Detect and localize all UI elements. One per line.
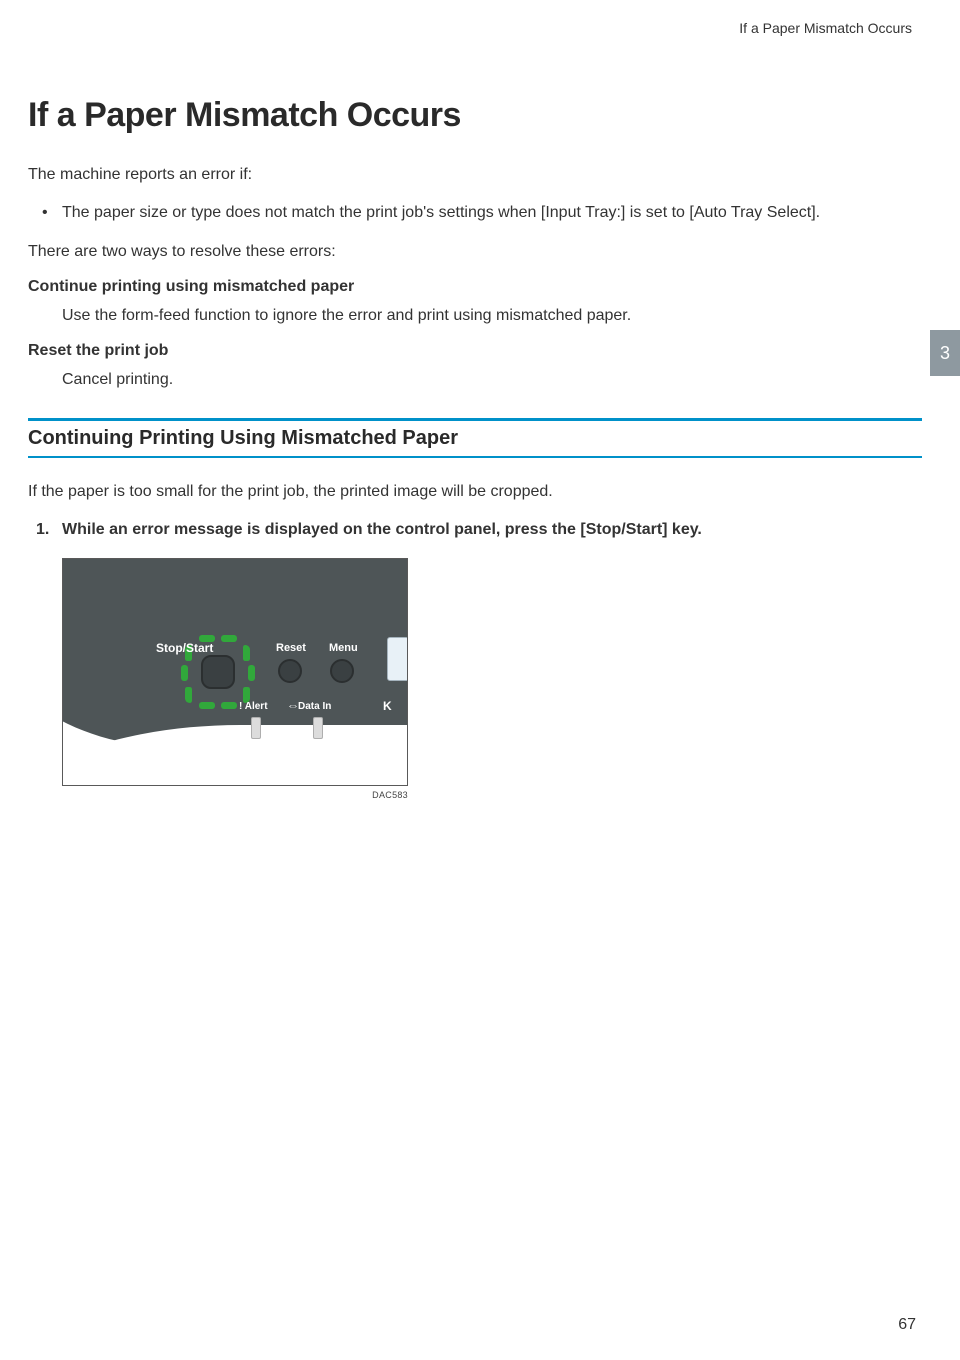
k-label: K [383,699,392,713]
stop-start-label: Stop/Start [156,641,213,655]
lcd-screen [387,637,408,681]
intro-text: The machine reports an error if: [28,163,922,187]
data-in-label: ⇔Data In [288,701,331,712]
step-item: While an error message is displayed on t… [62,518,922,542]
page-number: 67 [898,1316,916,1334]
error-list: The paper size or type does not match th… [28,201,922,226]
section-heading: Continuing Printing Using Mismatched Pap… [28,427,922,450]
list-item: The paper size or type does not match th… [62,201,922,226]
alert-label: ! Alert [239,701,268,712]
figure-caption: DAC583 [62,790,408,800]
menu-label: Menu [329,642,358,654]
section-rule-top [28,418,922,421]
option2-heading: Reset the print job [28,342,922,360]
chapter-tab: 3 [930,330,960,376]
steps-list: While an error message is displayed on t… [28,518,922,542]
figure-frame: Stop/Start Reset Menu ! Alert ⇔Data In K [62,558,408,786]
option2-body: Cancel printing. [28,368,922,392]
figure: Stop/Start Reset Menu ! Alert ⇔Data In K… [62,558,922,800]
resolve-lead: There are two ways to resolve these erro… [28,240,922,264]
chapter-number: 3 [940,343,950,364]
reset-button [278,659,302,683]
option1-heading: Continue printing using mismatched paper [28,278,922,296]
menu-button [330,659,354,683]
page-title: If a Paper Mismatch Occurs [28,96,922,135]
reset-label: Reset [276,642,306,654]
option1-body: Use the form-feed function to ignore the… [28,304,922,328]
section-intro: If the paper is too small for the print … [28,480,922,504]
running-head: If a Paper Mismatch Occurs [28,20,912,36]
section-rule-bottom [28,456,922,458]
alert-led [251,717,261,739]
data-in-led [313,717,323,739]
